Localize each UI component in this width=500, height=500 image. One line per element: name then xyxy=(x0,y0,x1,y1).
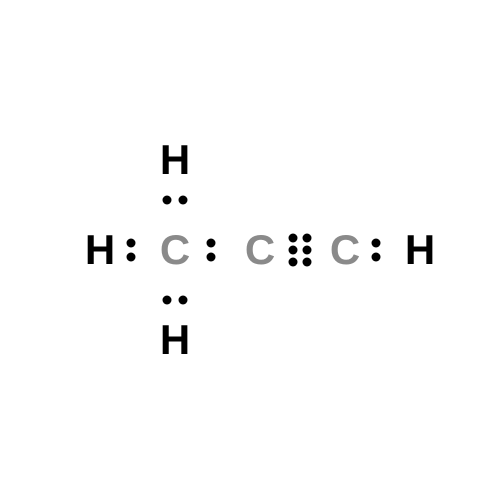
atom-H-right: H xyxy=(405,229,435,271)
atom-H-bottom: H xyxy=(160,319,190,361)
electron-dot xyxy=(303,258,312,267)
electron-dot xyxy=(179,196,188,205)
electron-dot xyxy=(179,296,188,305)
electron-dot xyxy=(127,253,136,262)
electron-dot xyxy=(127,239,136,248)
electron-dot xyxy=(303,234,312,243)
atom-C1: C xyxy=(160,229,190,271)
electron-dot xyxy=(163,196,172,205)
electron-dot xyxy=(289,258,298,267)
atom-C3: C xyxy=(330,229,360,271)
atom-C2: C xyxy=(245,229,275,271)
electron-dot xyxy=(163,296,172,305)
electron-dot xyxy=(207,253,216,262)
atom-H-top: H xyxy=(160,139,190,181)
electron-dot xyxy=(289,246,298,255)
electron-dot xyxy=(372,253,381,262)
electron-dot xyxy=(207,239,216,248)
electron-dot xyxy=(372,239,381,248)
electron-dot xyxy=(303,246,312,255)
electron-dot xyxy=(289,234,298,243)
atom-H-left: H xyxy=(85,229,115,271)
